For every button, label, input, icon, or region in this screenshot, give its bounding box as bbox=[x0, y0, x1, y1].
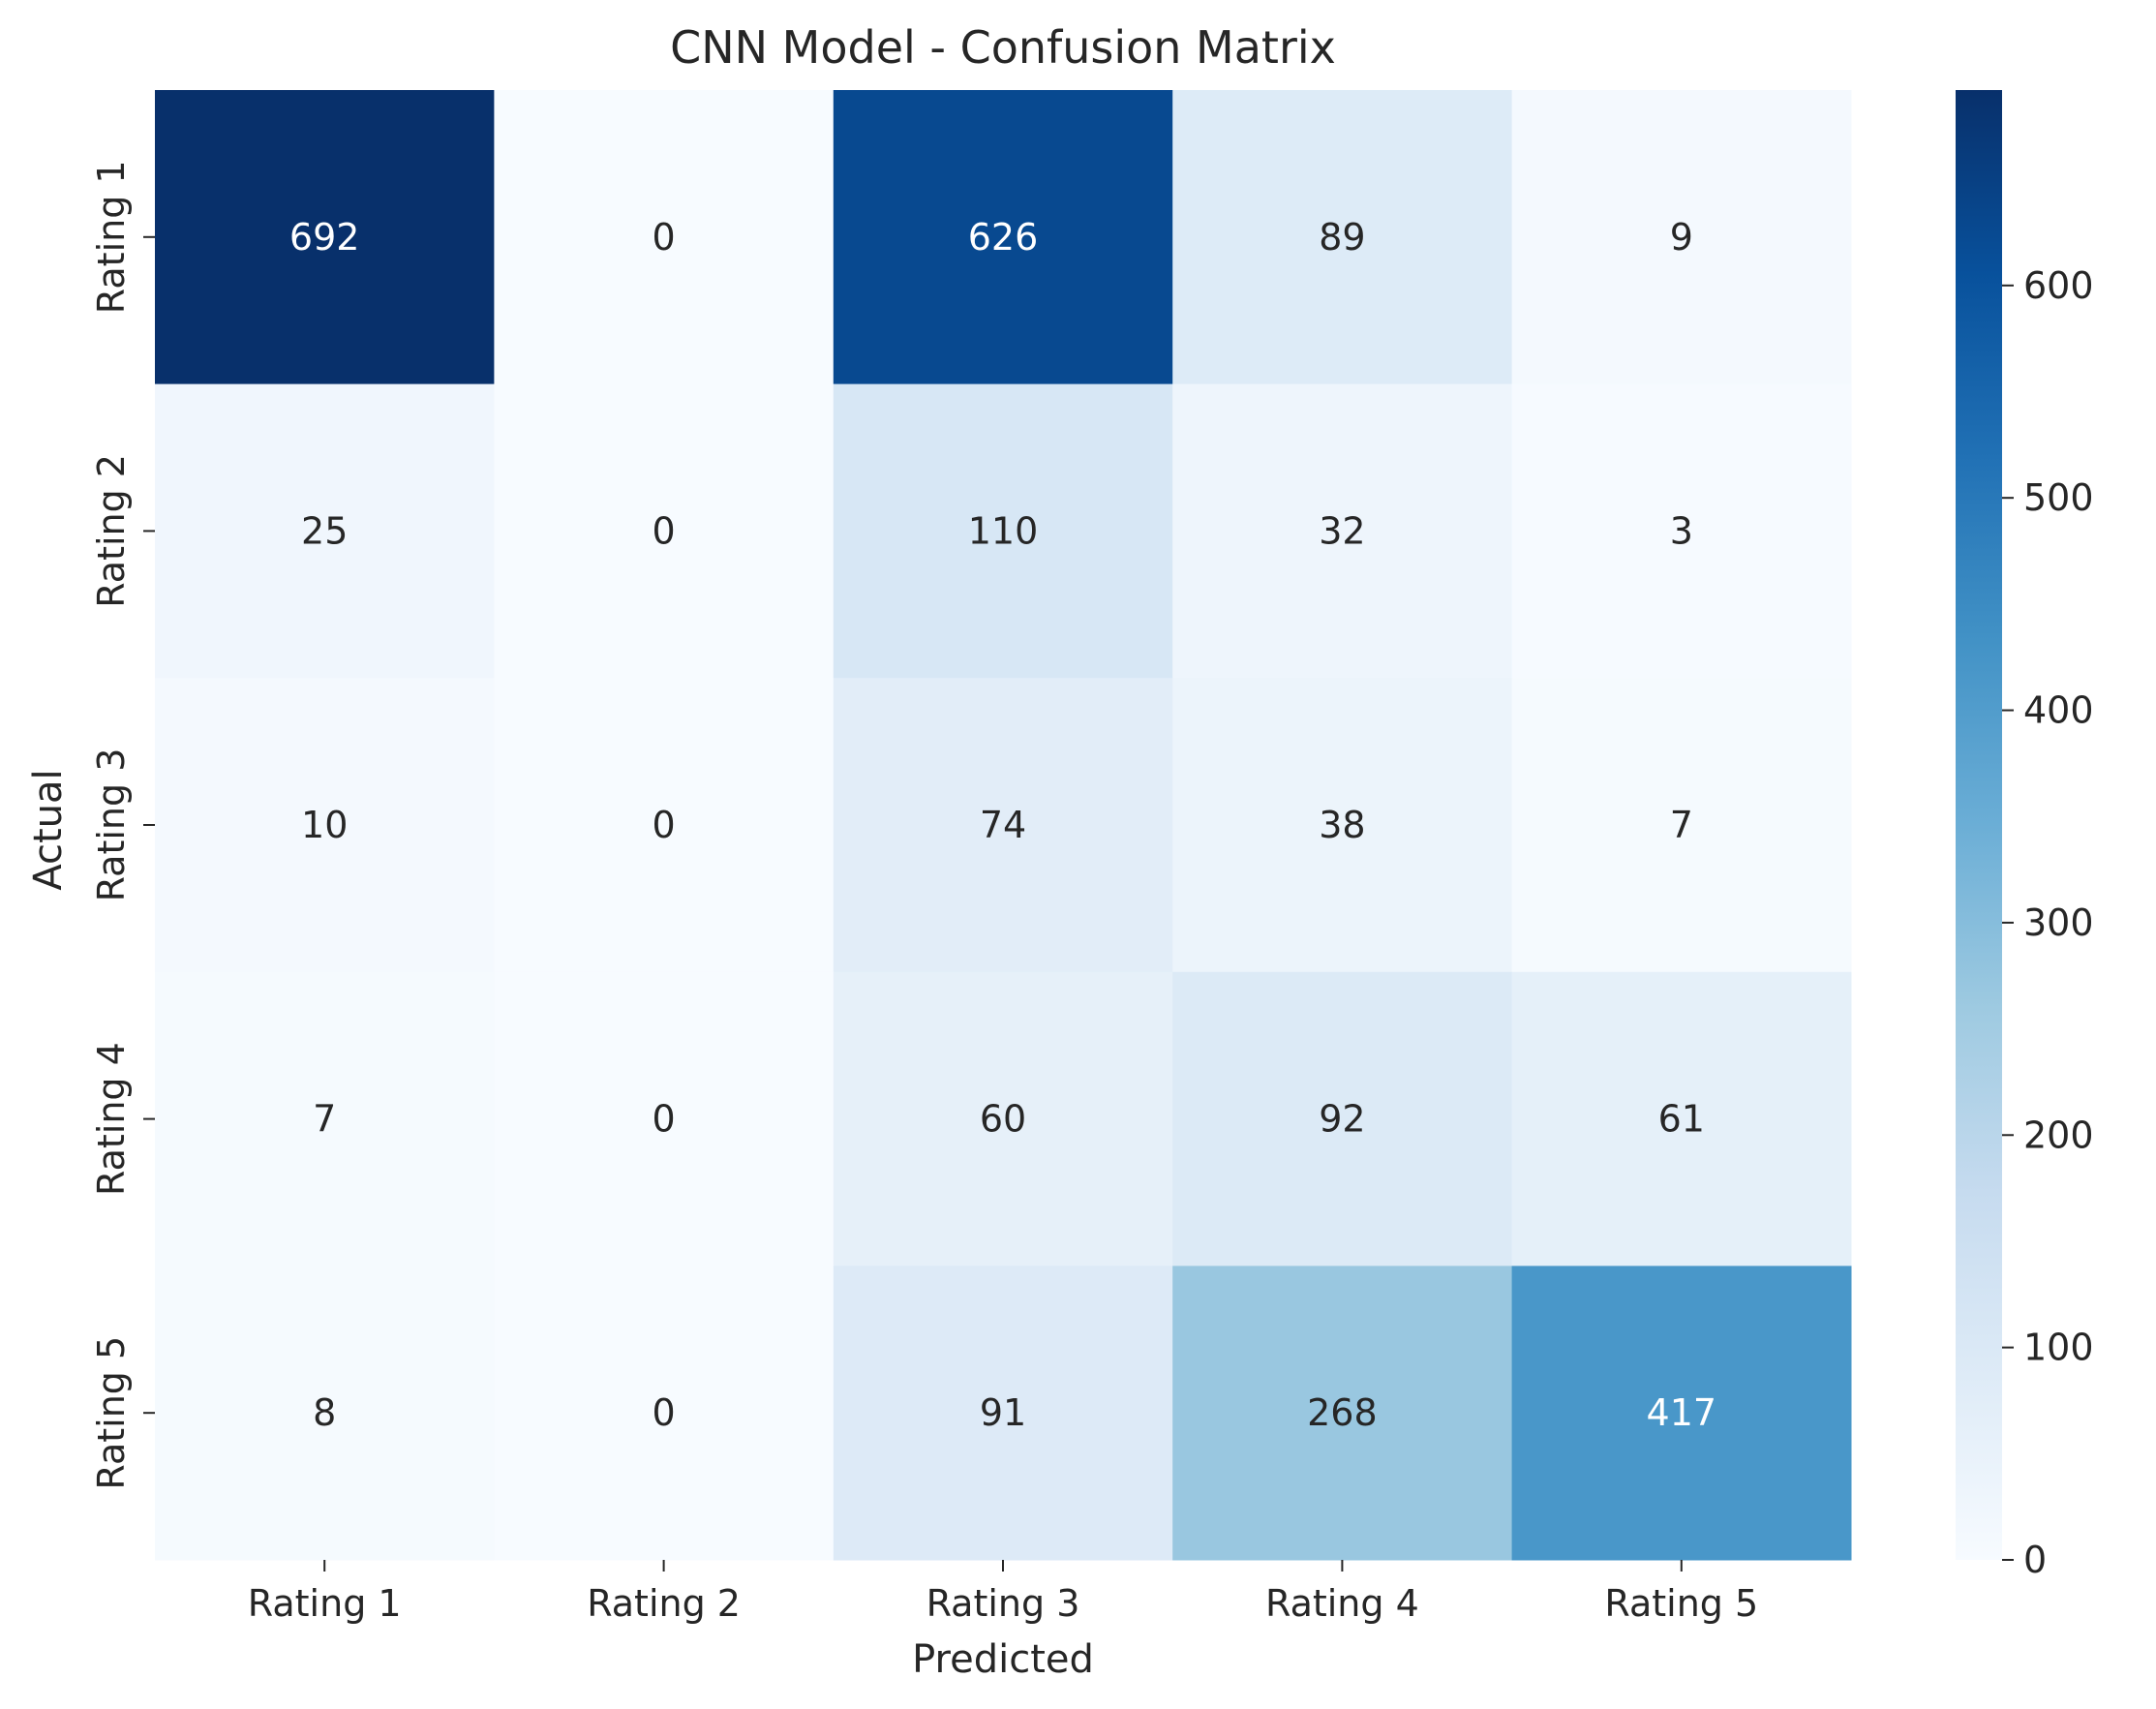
heatmap-cell bbox=[1172, 383, 1513, 679]
heatmap-cell bbox=[494, 90, 835, 385]
colorbar: 0 100 200 300 400 500 600 bbox=[1956, 90, 2094, 1581]
cell-value-label: 38 bbox=[1319, 804, 1365, 846]
x-tick-label: Rating 1 bbox=[248, 1582, 402, 1625]
heatmap-cell bbox=[155, 383, 495, 679]
heatmap-cell bbox=[1511, 383, 1852, 679]
cell-value-label: 626 bbox=[968, 216, 1039, 259]
cell-value-label: 89 bbox=[1319, 216, 1365, 259]
heatmap-cell bbox=[155, 678, 495, 973]
heatmap-cell bbox=[1172, 971, 1513, 1266]
colorbar-tick-label: 500 bbox=[2023, 476, 2094, 519]
cell-value-label: 7 bbox=[1670, 804, 1693, 846]
colorbar-tick-label: 300 bbox=[2023, 901, 2094, 944]
heatmap-cell bbox=[833, 971, 1173, 1266]
heatmap-cell bbox=[1511, 1266, 1852, 1561]
heatmap-cell bbox=[494, 383, 835, 679]
cell-value-label: 25 bbox=[301, 509, 348, 552]
cell-value-label: 9 bbox=[1670, 216, 1693, 259]
heatmap-cell bbox=[1172, 1266, 1513, 1561]
heatmap-cell bbox=[1172, 90, 1513, 385]
cell-value-label: 0 bbox=[653, 216, 676, 259]
cell-value-label: 417 bbox=[1647, 1391, 1717, 1434]
y-tick-label: Rating 4 bbox=[90, 1042, 133, 1196]
cell-value-label: 61 bbox=[1658, 1098, 1705, 1141]
heatmap-cell bbox=[494, 1266, 835, 1561]
heatmap-cell bbox=[833, 678, 1173, 973]
cell-value-label: 7 bbox=[313, 1098, 336, 1141]
cell-value-label: 8 bbox=[313, 1391, 336, 1434]
cell-value-label: 10 bbox=[301, 804, 348, 846]
x-axis-ticks: Rating 1 Rating 2 Rating 3 Rating 4 Rating 5 bbox=[248, 1560, 1758, 1625]
cell-value-label: 92 bbox=[1319, 1098, 1365, 1141]
y-tick-label: Rating 2 bbox=[90, 454, 133, 608]
cell-value-label: 692 bbox=[289, 216, 360, 259]
y-tick-label: Rating 1 bbox=[90, 160, 133, 314]
x-tick-label: Rating 4 bbox=[1265, 1582, 1419, 1625]
heatmap-cell bbox=[155, 971, 495, 1266]
colorbar-tick-label: 200 bbox=[2023, 1114, 2094, 1156]
y-tick-label: Rating 5 bbox=[90, 1336, 133, 1490]
cell-value-label: 0 bbox=[653, 804, 676, 846]
x-axis-label: Predicted bbox=[912, 1637, 1094, 1682]
cell-value-label: 0 bbox=[653, 509, 676, 552]
cell-value-label: 0 bbox=[653, 1391, 676, 1434]
heatmap-cell bbox=[833, 383, 1173, 679]
y-tick-label: Rating 3 bbox=[90, 748, 133, 902]
x-tick-label: Rating 2 bbox=[587, 1582, 741, 1625]
heatmap-cells: 692 0 626 89 9 25 0 110 32 3 10 0 74 38 7 7 0 60 92 61 8 0 91 2… bbox=[155, 90, 1852, 1561]
cell-value-label: 32 bbox=[1319, 509, 1365, 552]
heatmap-cell bbox=[833, 1266, 1173, 1561]
colorbar-tick-label: 100 bbox=[2023, 1327, 2094, 1369]
colorbar-gradient bbox=[1956, 90, 2002, 1560]
x-tick-label: Rating 3 bbox=[926, 1582, 1080, 1625]
heatmap-cell bbox=[155, 1266, 495, 1561]
colorbar-tick-label: 0 bbox=[2023, 1539, 2047, 1581]
cell-value-label: 268 bbox=[1307, 1391, 1378, 1434]
heatmap-cell bbox=[155, 90, 495, 385]
heatmap-cell bbox=[1511, 678, 1852, 973]
heatmap-cell bbox=[1511, 90, 1852, 385]
heatmap-cell bbox=[1172, 678, 1513, 973]
cell-value-label: 91 bbox=[980, 1391, 1026, 1434]
colorbar-tick-label: 400 bbox=[2023, 689, 2094, 732]
cell-value-label: 0 bbox=[653, 1098, 676, 1141]
y-axis-ticks: Rating 1 Rating 2 Rating 3 Rating 4 Rating 5 bbox=[90, 160, 155, 1490]
colorbar-tick-label: 600 bbox=[2023, 264, 2094, 307]
x-tick-label: Rating 5 bbox=[1604, 1582, 1758, 1625]
cell-value-label: 110 bbox=[968, 509, 1039, 552]
heatmap-cell bbox=[494, 971, 835, 1266]
cell-value-label: 60 bbox=[980, 1098, 1026, 1141]
chart-title: CNN Model - Confusion Matrix bbox=[670, 21, 1336, 74]
heatmap-cell bbox=[1511, 971, 1852, 1266]
heatmap-cell bbox=[833, 90, 1173, 385]
cell-value-label: 74 bbox=[980, 804, 1026, 846]
y-axis-label: Actual bbox=[26, 769, 71, 890]
heatmap-cell bbox=[494, 678, 835, 973]
cell-value-label: 3 bbox=[1670, 509, 1693, 552]
